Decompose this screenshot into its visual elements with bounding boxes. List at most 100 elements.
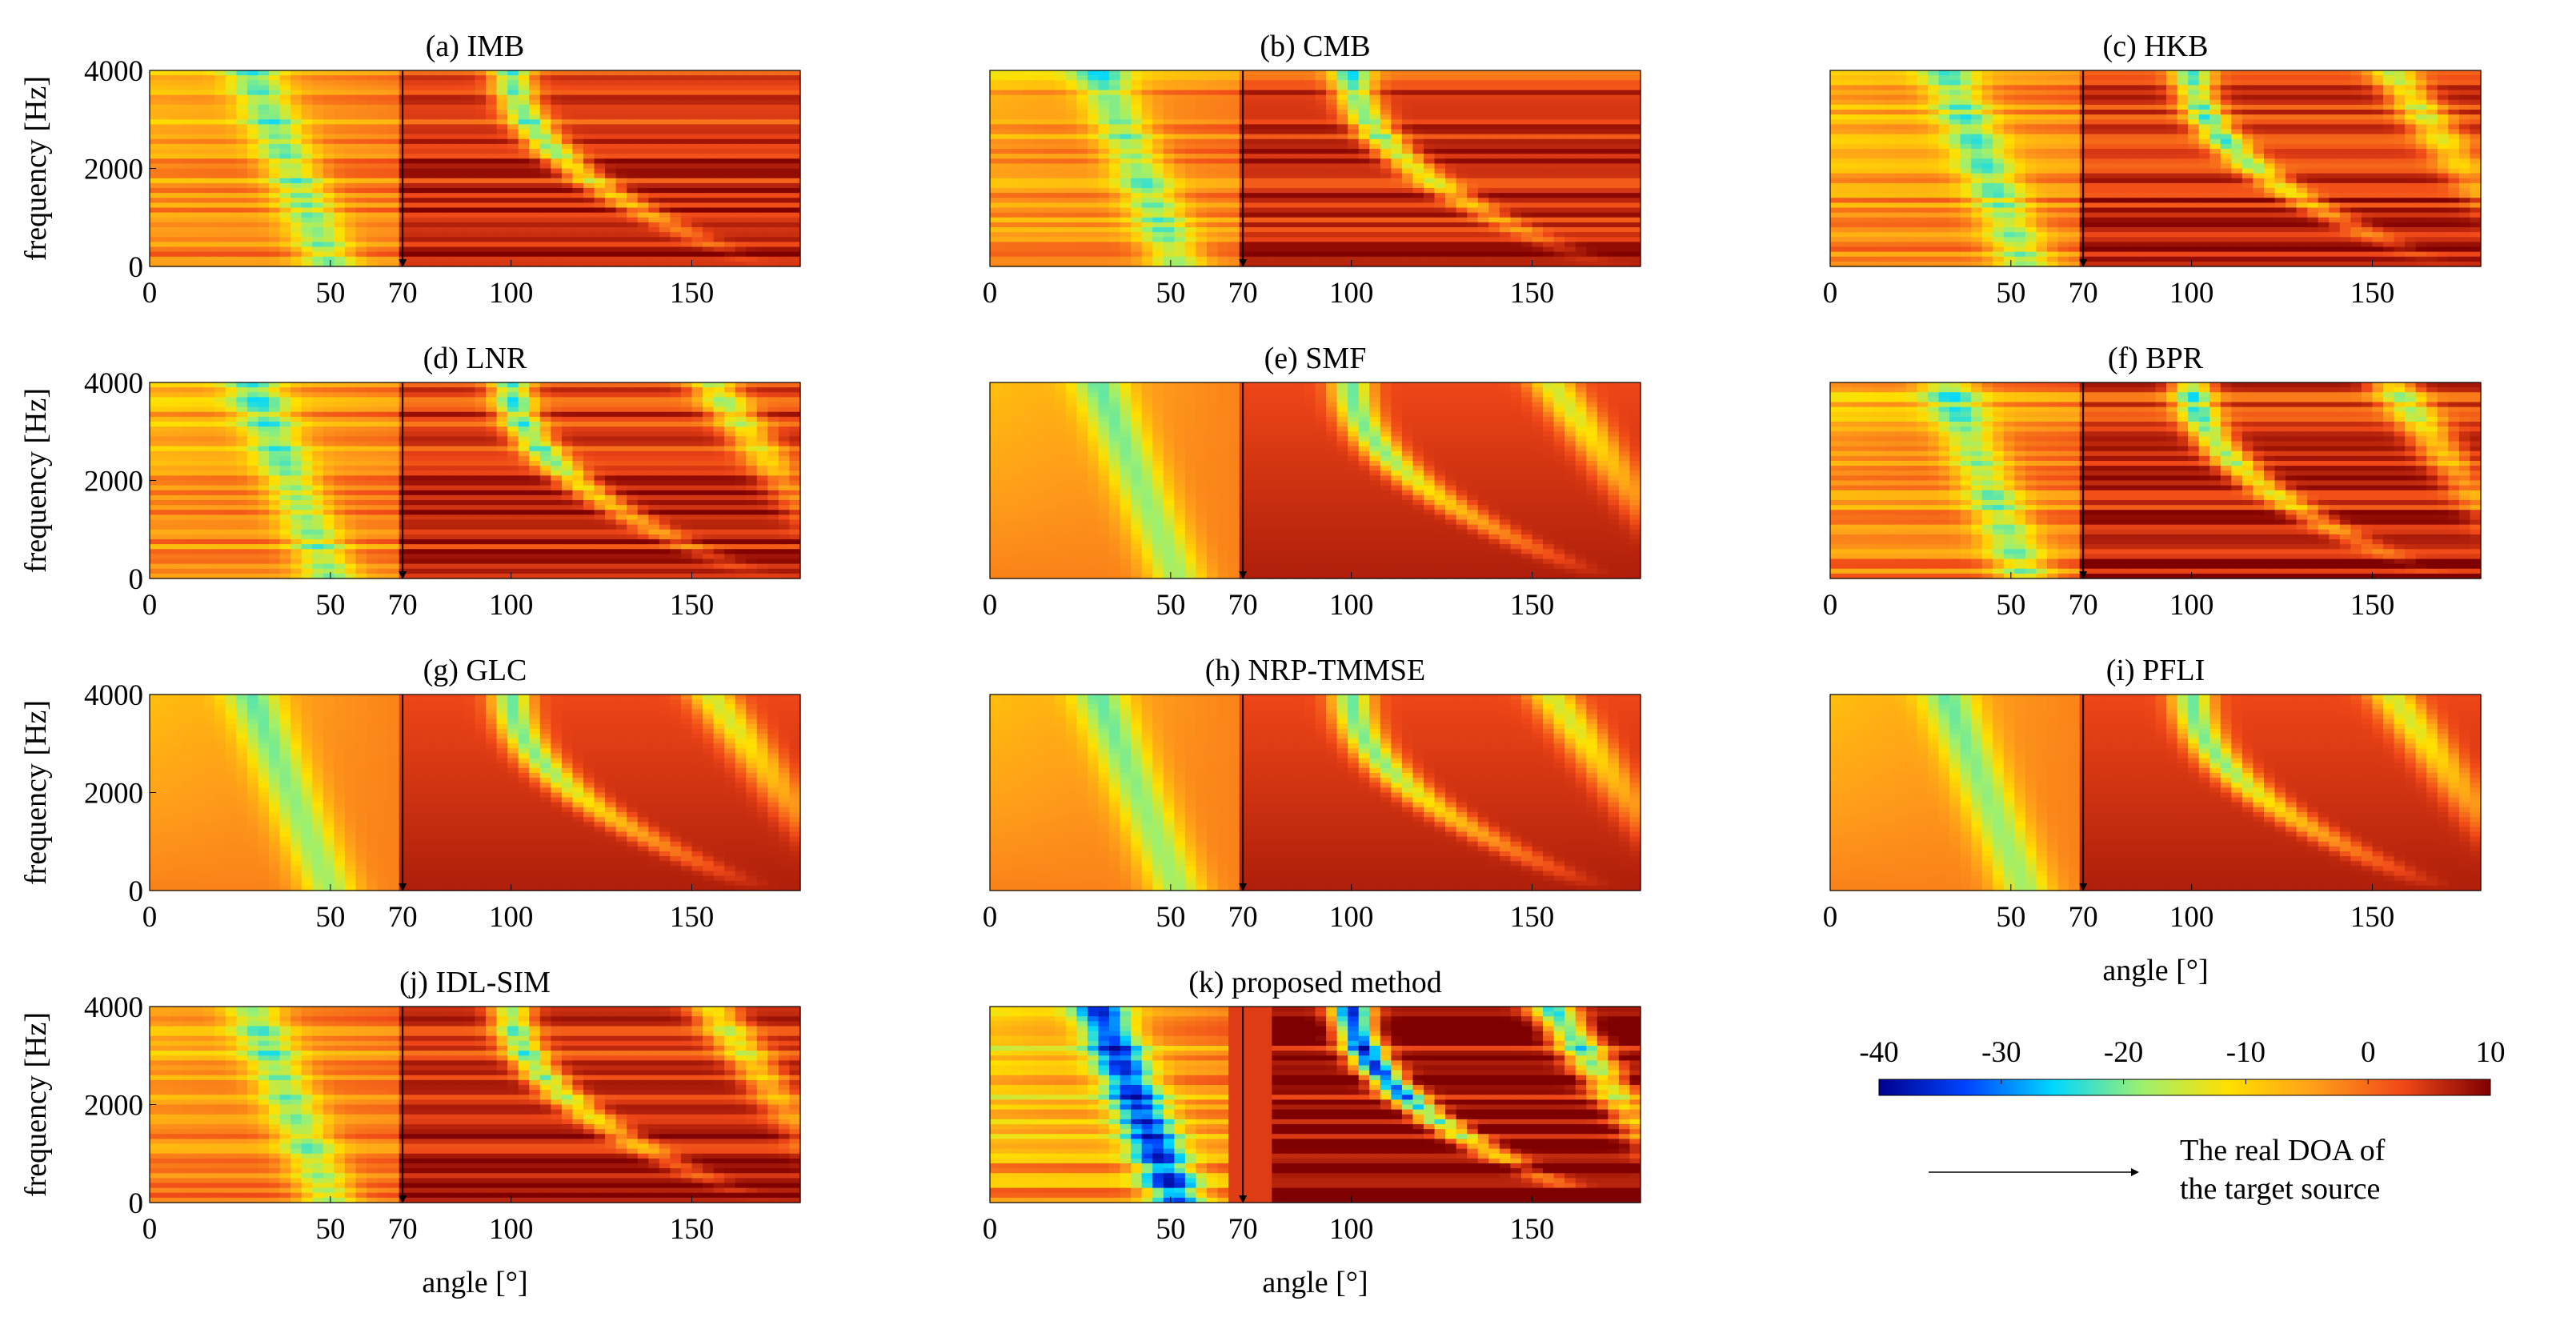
heatmap-cell xyxy=(616,149,627,154)
heatmap-cell xyxy=(757,114,768,120)
heatmap-cell xyxy=(226,144,237,150)
heatmap-cell xyxy=(171,208,182,214)
heatmap-cell xyxy=(692,198,703,203)
heatmap-cell xyxy=(258,144,270,150)
heatmap-cell xyxy=(540,154,551,159)
heatmap-cell xyxy=(312,183,323,189)
heatmap-cell xyxy=(595,75,606,81)
heatmap-cell xyxy=(638,163,649,169)
heatmap-cell xyxy=(714,208,725,214)
heatmap-cell xyxy=(247,188,258,194)
heatmap-cell xyxy=(443,149,454,154)
heatmap-cell xyxy=(399,80,411,86)
heatmap-cell xyxy=(627,198,638,203)
heatmap-cell xyxy=(464,134,475,140)
heatmap-cell xyxy=(714,149,725,154)
heatmap-cell xyxy=(681,119,692,125)
heatmap-cell xyxy=(226,188,237,194)
heatmap-cell xyxy=(605,198,616,203)
heatmap-cell xyxy=(431,183,443,189)
heatmap-cell xyxy=(572,130,583,135)
heatmap-cell xyxy=(475,178,487,184)
heatmap-cell xyxy=(345,198,356,203)
heatmap-cell xyxy=(746,202,757,208)
heatmap-cell xyxy=(204,114,215,120)
heatmap-cell xyxy=(595,149,606,154)
heatmap-cell xyxy=(746,90,757,96)
heatmap-cell xyxy=(431,75,443,81)
heatmap-cell xyxy=(290,119,302,125)
heatmap-cell xyxy=(507,202,519,208)
heatmap-cell xyxy=(583,163,595,169)
heatmap-cell xyxy=(367,114,378,120)
heatmap-cell xyxy=(280,105,291,110)
heatmap-cell xyxy=(616,70,627,76)
heatmap-cell xyxy=(193,110,204,115)
heatmap-cell xyxy=(443,114,454,120)
heatmap-cell xyxy=(692,163,703,169)
heatmap-cell xyxy=(410,85,421,90)
heatmap-cell xyxy=(431,198,443,203)
heatmap-cell xyxy=(280,183,291,189)
heatmap-cell xyxy=(789,163,800,169)
heatmap-cell xyxy=(595,124,606,130)
heatmap-cell xyxy=(724,124,735,130)
heatmap-cell xyxy=(519,193,530,198)
heatmap-cell xyxy=(431,174,443,179)
heatmap-cell xyxy=(714,70,725,76)
heatmap-cell xyxy=(150,144,161,150)
heatmap-cell xyxy=(345,188,356,194)
heatmap-cell xyxy=(540,90,551,96)
heatmap-cell xyxy=(757,95,768,101)
heatmap-cell xyxy=(605,202,616,208)
heatmap-cell xyxy=(681,193,692,198)
heatmap-cell xyxy=(388,95,399,101)
heatmap-cell xyxy=(171,188,182,194)
heatmap-cell xyxy=(648,163,659,169)
heatmap-cell xyxy=(431,169,443,174)
heatmap-cell xyxy=(562,208,573,214)
heatmap-cell xyxy=(659,119,671,125)
heatmap-cell xyxy=(367,154,378,159)
heatmap-cell xyxy=(378,178,389,184)
heatmap-cell xyxy=(670,114,681,120)
heatmap-cell xyxy=(746,169,757,174)
heatmap-cell xyxy=(464,114,475,120)
heatmap-cell xyxy=(345,95,356,101)
heatmap-cell xyxy=(507,178,519,184)
heatmap-cell xyxy=(648,75,659,81)
heatmap-cell xyxy=(258,114,270,120)
heatmap-cell xyxy=(214,85,226,90)
heatmap-cell xyxy=(724,100,735,106)
heatmap-cell xyxy=(507,198,519,203)
heatmap-cell xyxy=(605,114,616,120)
heatmap-cell xyxy=(670,154,681,159)
heatmap-cell xyxy=(551,183,562,189)
heatmap-cell xyxy=(659,85,671,90)
heatmap-cell xyxy=(757,149,768,154)
heatmap-cell xyxy=(302,134,313,140)
heatmap-cell xyxy=(519,134,530,140)
heatmap-cell xyxy=(703,193,714,198)
heatmap-cell xyxy=(378,202,389,208)
heatmap-cell xyxy=(648,90,659,96)
heatmap-cell xyxy=(529,80,540,86)
heatmap-cell xyxy=(421,198,432,203)
heatmap-cell xyxy=(171,90,182,96)
heatmap-cell xyxy=(638,174,649,179)
heatmap-cell xyxy=(767,208,779,214)
heatmap-cell xyxy=(193,163,204,169)
heatmap-cell xyxy=(529,75,540,81)
heatmap-cell xyxy=(269,193,280,198)
heatmap-cell xyxy=(214,110,226,115)
heatmap-cell xyxy=(659,130,671,135)
heatmap-cell xyxy=(399,193,411,198)
heatmap-cell xyxy=(388,70,399,76)
heatmap-cell xyxy=(648,110,659,115)
heatmap-cell xyxy=(497,178,508,184)
heatmap-cell xyxy=(150,183,161,189)
heatmap-cell xyxy=(714,193,725,198)
heatmap-cell xyxy=(302,85,313,90)
heatmap-cell xyxy=(214,119,226,125)
heatmap-cell xyxy=(789,110,800,115)
